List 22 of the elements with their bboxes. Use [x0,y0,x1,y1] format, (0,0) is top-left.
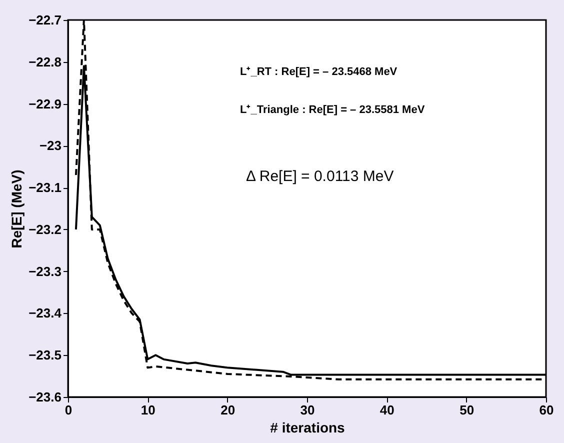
x-tick-label: 40 [380,402,394,418]
x-tick-label: 30 [300,402,315,418]
y-tick-label: −22.8 [28,54,62,70]
annotation: L⁺_RT : Re[E] = – 23.5468 MeV [240,66,398,78]
x-tick-label: 60 [539,402,554,418]
y-tick-label: −22.7 [28,12,62,28]
annotation: Δ Re[E] = 0.0113 MeV [246,168,394,185]
y-tick-label: −23.1 [28,180,62,196]
y-tick-label: −23.3 [28,264,62,279]
y-tick-label: −23.4 [28,306,62,321]
annotation: L⁺_Triangle : Re[E] = – 23.5581 MeV [240,104,426,116]
x-axis-title: # iterations [270,420,346,436]
y-axis-title: Re[E] (MeV) [8,170,25,248]
y-tick-label: −23.2 [28,222,62,237]
x-tick-label: 20 [220,402,236,418]
x-tick-label: 10 [140,402,156,418]
y-tick-label: −22.9 [28,96,62,112]
y-tick-label: −23.6 [28,390,62,404]
y-tick-label: −23.5 [28,348,62,363]
x-tick-label: 50 [460,402,474,418]
y-tick-label: −23 [39,138,62,154]
x-tick-label: 0 [64,402,72,418]
